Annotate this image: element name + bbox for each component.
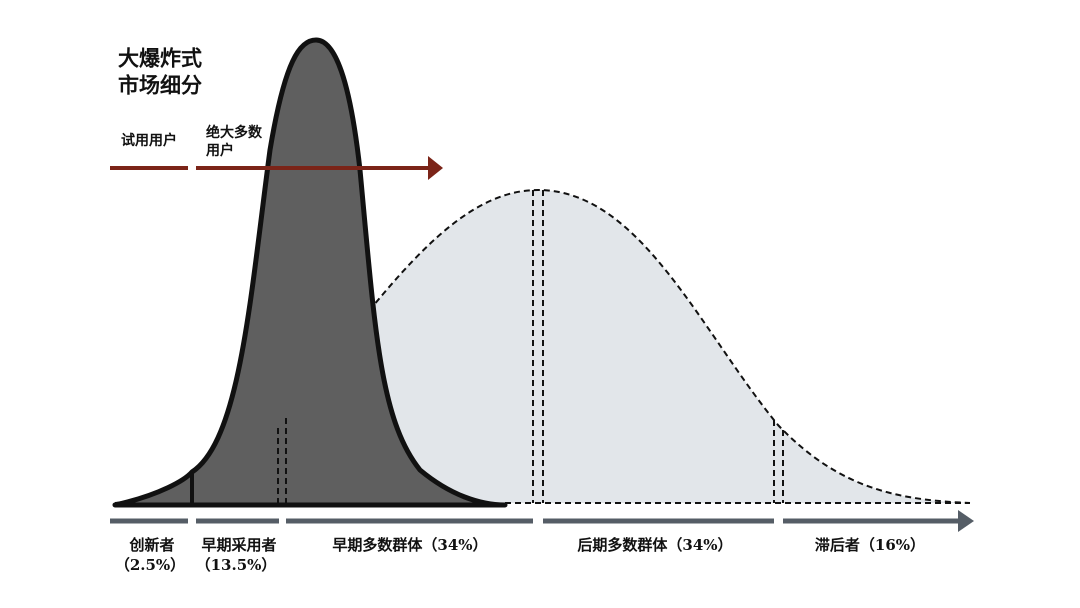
axis-arrowhead (958, 510, 974, 532)
segment-share: （2.5%） (115, 556, 185, 574)
arrow-label: 试用用户 (121, 132, 177, 149)
arrow-label: 用户 (206, 142, 234, 159)
segment-label: 滞后者（16%） (815, 536, 925, 554)
segment-label: 后期多数群体（34%） (577, 536, 732, 554)
arrow-label: 绝大多数 (206, 124, 263, 141)
segment-label: 早期采用者 (201, 536, 276, 554)
title: 大爆炸式 (118, 46, 202, 71)
spike-curve (112, 37, 508, 508)
red-arrowhead (428, 156, 443, 180)
segment-label: 早期多数群体（34%） (332, 536, 487, 554)
segment-share: （13.5%） (196, 556, 277, 574)
segment-label: 创新者 (128, 536, 174, 554)
title: 市场细分 (118, 73, 202, 98)
